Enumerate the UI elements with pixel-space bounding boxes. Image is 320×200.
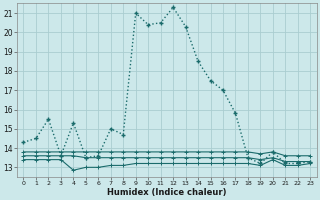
X-axis label: Humidex (Indice chaleur): Humidex (Indice chaleur) xyxy=(107,188,227,197)
